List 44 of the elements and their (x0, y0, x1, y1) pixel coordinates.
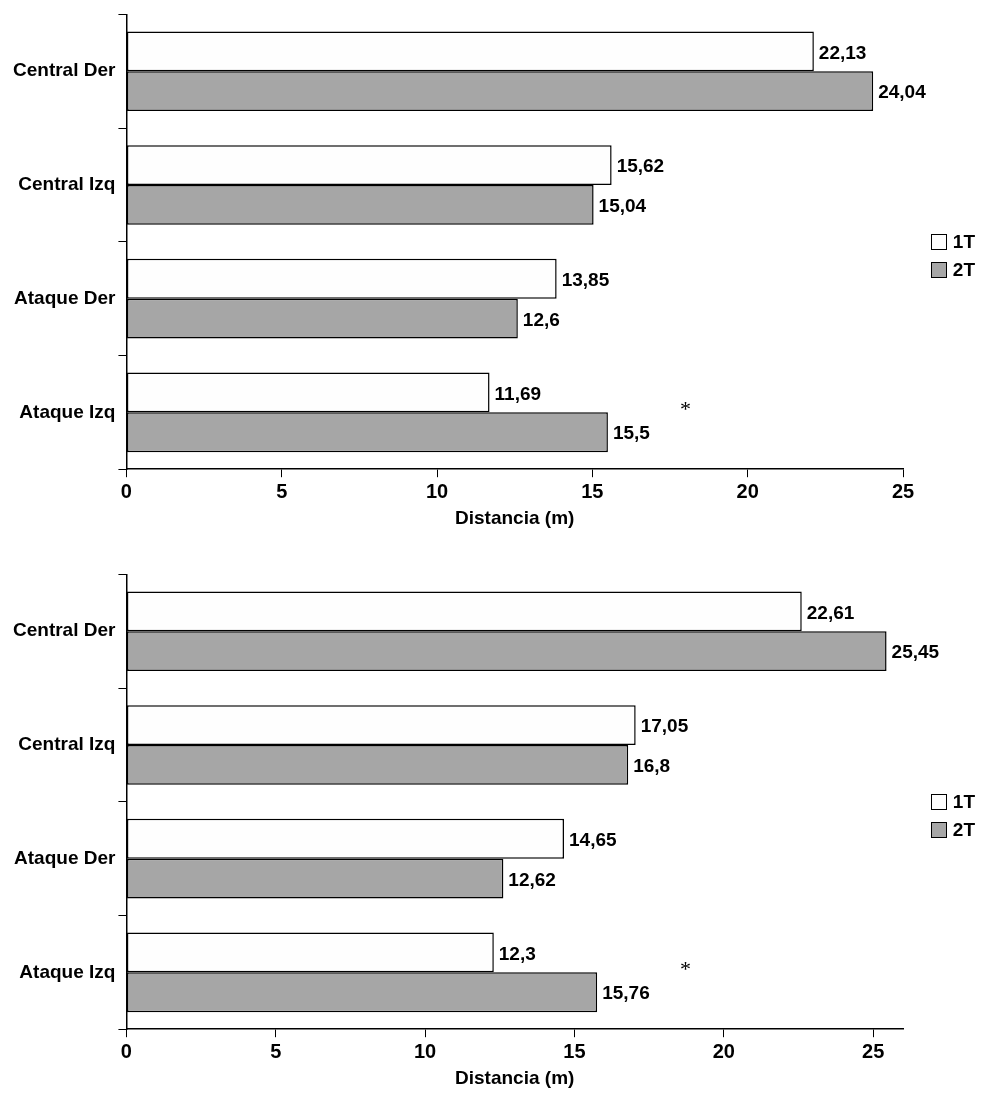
data-label: 15,5 (612, 422, 651, 444)
data-label: 14,65 (568, 828, 617, 850)
legend-label: 2T (952, 819, 975, 841)
data-label: 15,62 (616, 155, 665, 177)
data-label: 11,69 (494, 382, 542, 404)
y-tick-label: Ataque Izq (19, 960, 116, 982)
x-tick-label: 5 (270, 1039, 282, 1062)
data-label: 24,04 (878, 81, 927, 103)
data-label: 12,62 (508, 868, 556, 890)
x-axis-title: Distancia (m) (455, 1066, 575, 1088)
x-tick-label: 5 (276, 479, 288, 502)
text: 1T (952, 791, 975, 813)
data-label: 12,3 (498, 942, 536, 964)
data-label: 15,76 (602, 982, 650, 1004)
y-tick-label: Central Der (13, 59, 117, 81)
y-tick-label: Ataque Der (14, 286, 117, 308)
x-tick-label: 10 (413, 1039, 437, 1062)
x-tick-label: 0 (120, 479, 132, 502)
data-label: 12,6 (522, 308, 560, 330)
data-label: 17,05 (640, 715, 689, 737)
data-label: 22,13 (818, 41, 867, 63)
x-tick-label: 25 (891, 479, 915, 502)
y-tick-label: Central Izq (18, 173, 116, 195)
x-tick-label: 20 (736, 479, 759, 502)
x-tick-label: 15 (581, 479, 604, 502)
data-label: 13,85 (561, 268, 610, 290)
legend-label: 2T (952, 259, 975, 281)
x-tick-label: 15 (563, 1039, 586, 1062)
y-tick-label: Central Izq (18, 733, 116, 755)
data-label: 25,45 (891, 641, 940, 663)
data-label: 16,8 (633, 755, 671, 777)
text: 1T (952, 231, 975, 253)
data-label: 15,04 (598, 195, 647, 217)
x-tick-label: 10 (425, 479, 449, 502)
data-label: 22,61 (806, 601, 855, 623)
annotation: * (680, 956, 692, 982)
annotation: * (680, 396, 692, 422)
x-tick-label: 20 (712, 1039, 735, 1062)
y-tick-label: Ataque Izq (19, 400, 116, 422)
x-tick-label: 0 (120, 1039, 132, 1062)
x-axis-title: Distancia (m) (455, 506, 575, 528)
x-tick-label: 25 (862, 1039, 885, 1062)
y-tick-label: Central Der (13, 619, 117, 641)
y-tick-label: Ataque Der (14, 846, 117, 868)
